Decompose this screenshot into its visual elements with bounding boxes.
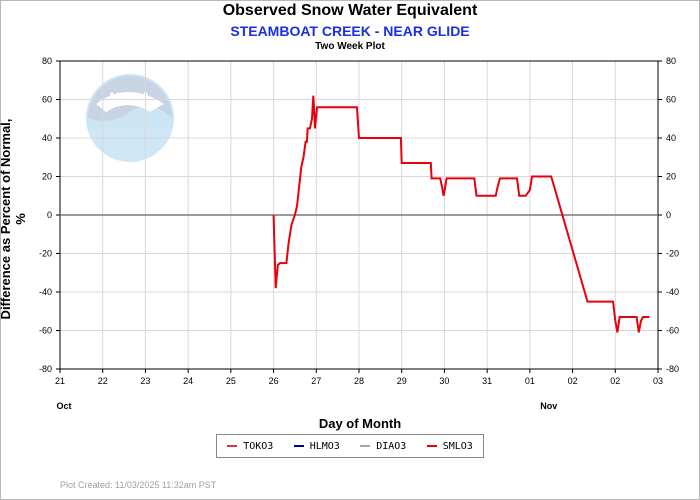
x-tick-label: 02 (610, 376, 620, 386)
legend-item-hlmo3: HLMO3 (293, 440, 340, 452)
noaa-logo-watermark: NOAA (86, 74, 174, 162)
legend-label: SMLO3 (442, 440, 473, 452)
y-tick-label-right: -80 (666, 364, 679, 374)
x-tick-label: 03 (653, 376, 663, 386)
y-tick-label-left: -60 (39, 326, 52, 336)
chart-plot-period: Two Week Plot (315, 41, 385, 52)
plot-created-footer: Plot Created: 11/03/2025 11:32am PST (60, 480, 217, 490)
y-tick-label-left: -40 (39, 287, 52, 297)
y-tick-label-right: 60 (666, 95, 676, 105)
y-tick-label-left: 80 (42, 56, 52, 66)
y-tick-label-right: 20 (666, 172, 676, 182)
legend-item-toko3: TOKO3 (227, 441, 273, 452)
legend-label: TOKO3 (243, 440, 274, 452)
chart-title: Observed Snow Water Equivalent (222, 2, 478, 19)
legend-swatch (227, 445, 238, 447)
legend-label: DIAO3 (376, 440, 407, 452)
x-tick-label: 24 (183, 376, 193, 386)
axes: 21 22 23 24 25 26 27 28 29 30 31 01 02 02 03 Oct Nov -80 -… (39, 56, 679, 411)
series-line-smlo3 (272, 95, 650, 333)
x-tick-label: 23 (140, 376, 150, 386)
legend-swatch (426, 445, 437, 447)
legend-item-smlo3: SMLO3 (426, 440, 473, 452)
y-tick-label-right: 80 (666, 56, 676, 66)
legend-label: HLMO3 (309, 440, 340, 452)
y-tick-label-right: -60 (666, 326, 679, 336)
legend-item-diao3: DIAO3 (360, 441, 406, 452)
x-tick-label: 27 (311, 376, 321, 386)
y-tick-label-left: 60 (42, 95, 52, 105)
y-tick-label-left: -80 (39, 364, 52, 374)
legend-swatch (293, 445, 304, 447)
y-tick-label-left: 40 (42, 133, 52, 143)
x-tick-label: 28 (354, 376, 364, 386)
month-label: Nov (540, 401, 557, 411)
y-tick-label-left: -20 (39, 249, 52, 259)
y-tick-label-right: 40 (666, 133, 676, 143)
x-tick-label: 22 (98, 376, 108, 386)
x-tick-label: 01 (525, 376, 535, 386)
x-axis-label: Day of Month (318, 416, 402, 431)
y-tick-label-left: 20 (42, 172, 52, 182)
legend-swatch (360, 445, 371, 447)
x-tick-label: 21 (55, 376, 65, 386)
x-tick-label: 02 (568, 376, 578, 386)
series-layer (272, 95, 650, 333)
chart-subtitle: STEAMBOAT CREEK - NEAR GLIDE (230, 23, 470, 39)
legend: TOKO3 HLMO3 DIAO3 SMLO3 (216, 434, 484, 458)
y-tick-label-right: -40 (666, 287, 679, 297)
x-tick-label: 29 (397, 376, 407, 386)
y-tick-label-right: 0 (666, 210, 671, 220)
month-label: Oct (56, 401, 71, 411)
x-tick-label: 25 (226, 376, 236, 386)
y-axis-label: Difference as Percent of Normal, % (0, 118, 28, 320)
x-tick-label: 26 (269, 376, 279, 386)
y-tick-label-left: 0 (47, 210, 52, 220)
y-tick-label-right: -20 (666, 249, 679, 259)
noaa-logo-text: NOAA (109, 89, 150, 105)
x-tick-label: 31 (482, 376, 492, 386)
x-tick-label: 30 (439, 376, 449, 386)
